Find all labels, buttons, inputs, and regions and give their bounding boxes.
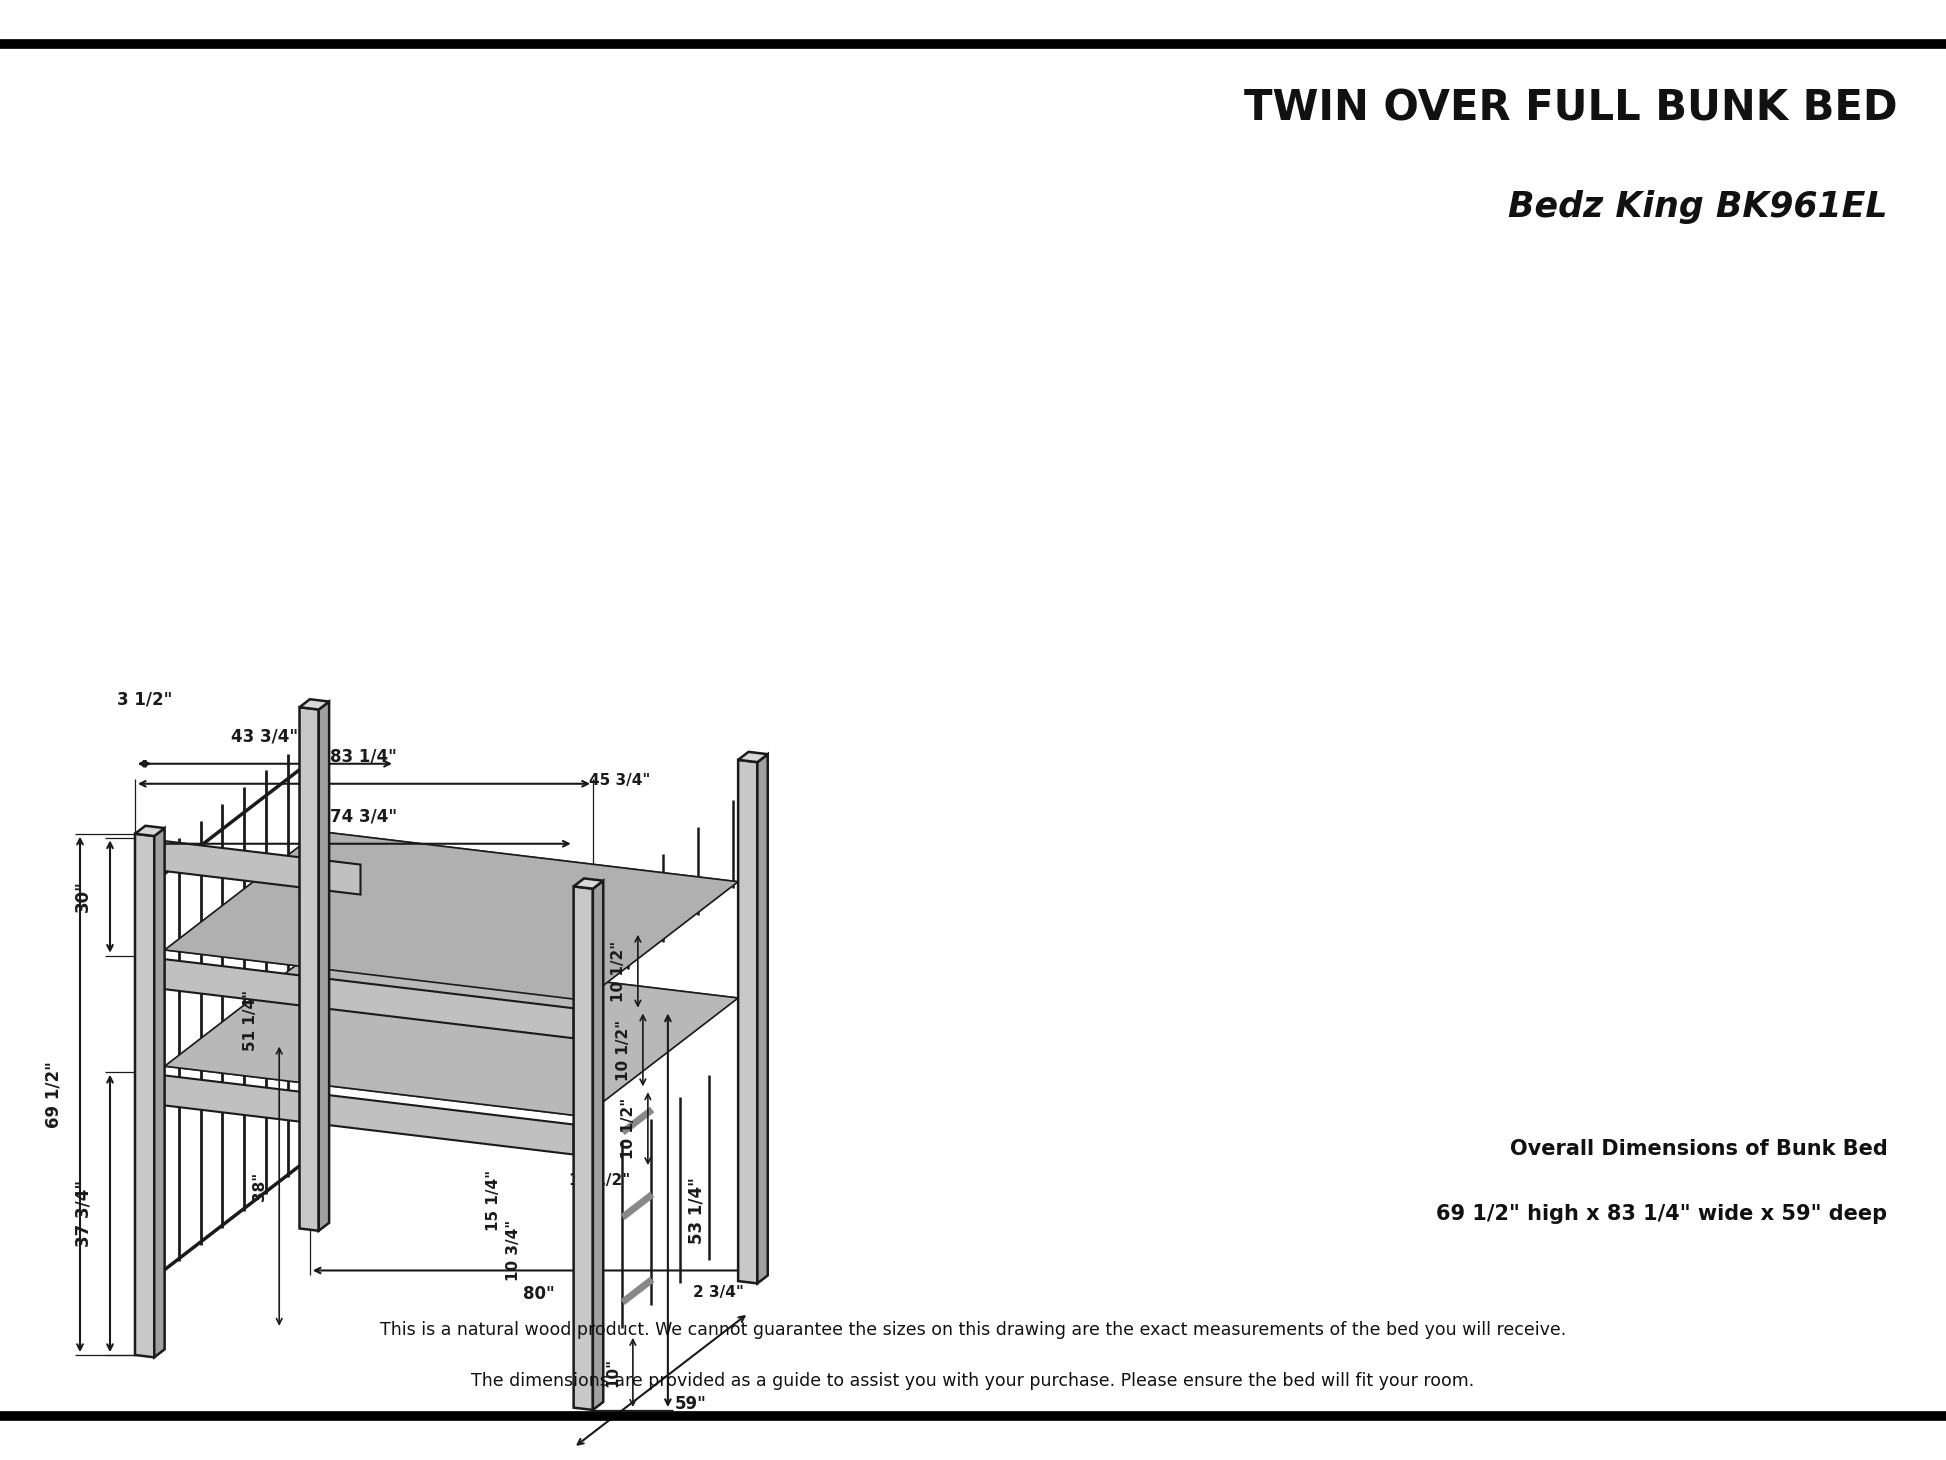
Polygon shape xyxy=(594,880,603,1410)
Text: Bedz King BK961EL: Bedz King BK961EL xyxy=(1508,190,1888,223)
Text: 59": 59" xyxy=(675,1396,706,1413)
Text: 43 3/4": 43 3/4" xyxy=(232,727,298,746)
Text: 15 1/4": 15 1/4" xyxy=(486,1169,500,1231)
Text: This is a natural wood product. We cannot guarantee the sizes on this drawing ar: This is a natural wood product. We canno… xyxy=(379,1321,1567,1339)
Text: 30": 30" xyxy=(74,880,91,912)
Text: 10 1/2": 10 1/2" xyxy=(621,1098,636,1159)
Polygon shape xyxy=(574,886,594,1410)
Polygon shape xyxy=(738,752,769,762)
Text: 74 3/4": 74 3/4" xyxy=(331,807,397,826)
Text: 2 3/4": 2 3/4" xyxy=(693,1285,743,1301)
Text: 15 3/4": 15 3/4" xyxy=(302,800,317,860)
Text: 10 3/4": 10 3/4" xyxy=(506,1219,522,1280)
Text: 10 1/2": 10 1/2" xyxy=(615,1019,631,1080)
Polygon shape xyxy=(134,834,154,1358)
Polygon shape xyxy=(300,707,319,1231)
Polygon shape xyxy=(319,702,329,1231)
Text: 3 1/2": 3 1/2" xyxy=(117,691,173,708)
Polygon shape xyxy=(154,828,165,1358)
Polygon shape xyxy=(154,839,360,895)
Text: 14 1/2": 14 1/2" xyxy=(570,1172,631,1187)
Polygon shape xyxy=(574,879,603,889)
Text: 80": 80" xyxy=(523,1285,555,1304)
Text: The dimensions are provided as a guide to assist you with your purchase. Please : The dimensions are provided as a guide t… xyxy=(471,1372,1475,1390)
Polygon shape xyxy=(300,699,329,710)
Text: TWIN OVER FULL BUNK BED: TWIN OVER FULL BUNK BED xyxy=(1243,88,1897,130)
Polygon shape xyxy=(738,759,757,1283)
Text: Overall Dimensions of Bunk Bed: Overall Dimensions of Bunk Bed xyxy=(1510,1139,1888,1159)
Polygon shape xyxy=(165,948,738,1117)
Polygon shape xyxy=(757,755,769,1283)
Text: 10 1/2": 10 1/2" xyxy=(611,940,627,1002)
Text: 45 3/4": 45 3/4" xyxy=(590,772,650,787)
Polygon shape xyxy=(154,958,574,1038)
Text: 83 1/4": 83 1/4" xyxy=(331,748,397,765)
Text: 38": 38" xyxy=(253,1171,267,1202)
Polygon shape xyxy=(134,826,165,837)
Polygon shape xyxy=(165,831,738,1000)
Polygon shape xyxy=(154,1075,574,1155)
Text: 51 1/4": 51 1/4" xyxy=(243,990,257,1051)
Text: 37 3/4": 37 3/4" xyxy=(74,1180,91,1247)
Text: 10": 10" xyxy=(605,1358,621,1387)
Text: 69 1/2" high x 83 1/4" wide x 59" deep: 69 1/2" high x 83 1/4" wide x 59" deep xyxy=(1436,1204,1888,1225)
Text: 53 1/4": 53 1/4" xyxy=(687,1177,706,1244)
Text: 69 1/2": 69 1/2" xyxy=(45,1061,62,1127)
